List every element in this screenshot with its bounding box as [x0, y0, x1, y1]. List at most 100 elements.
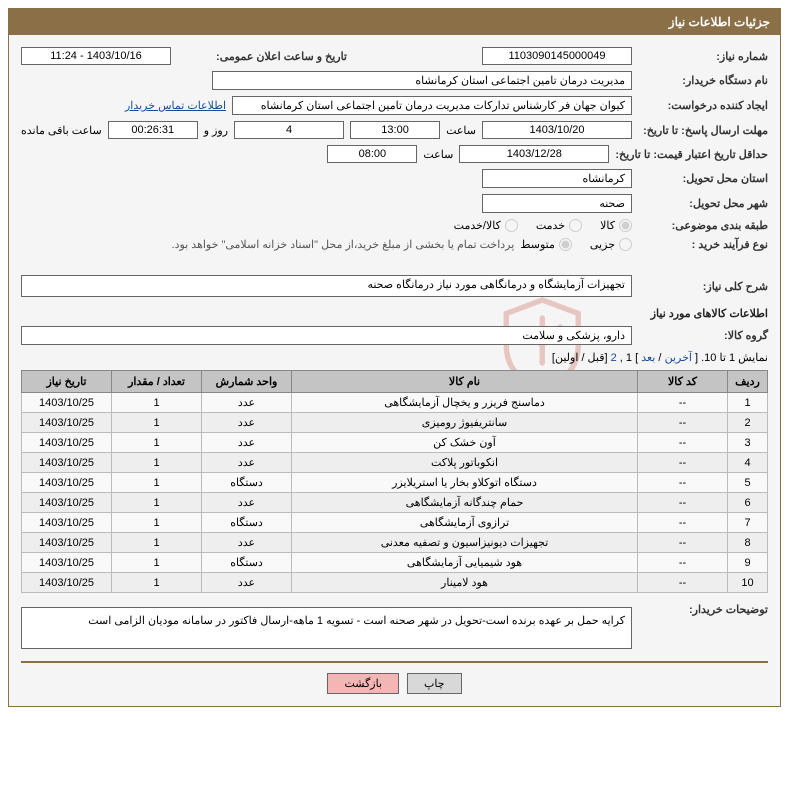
table-header: تعداد / مقدار [112, 371, 202, 393]
validity-hour: 08:00 [327, 145, 417, 163]
row-deadline: مهلت ارسال پاسخ: تا تاریخ: 1403/10/20 سا… [21, 121, 768, 139]
table-cell: 1 [112, 493, 202, 513]
table-row: 9--هود شیمیایی آزمایشگاهیدستگاه11403/10/… [22, 553, 768, 573]
details-panel: جزئیات اطلاعات نیاز AriaTender.net شماره… [8, 8, 781, 707]
table-header: ردیف [728, 371, 768, 393]
category-option[interactable]: خدمت [536, 219, 582, 232]
deadline-label: مهلت ارسال پاسخ: تا تاریخ: [638, 124, 768, 137]
row-city: شهر محل تحویل: صحنه [21, 194, 768, 213]
table-cell: 5 [728, 473, 768, 493]
city-value: صحنه [482, 194, 632, 213]
table-cell: دستگاه [202, 553, 292, 573]
table-cell: 8 [728, 533, 768, 553]
table-cell: -- [638, 433, 728, 453]
table-cell: -- [638, 533, 728, 553]
table-cell: 1403/10/25 [22, 473, 112, 493]
print-button[interactable]: چاپ [407, 673, 462, 694]
table-header: نام کالا [292, 371, 638, 393]
deadline-days-label: روز و [204, 124, 228, 137]
category-radio[interactable] [619, 219, 632, 232]
deadline-remain: 00:26:31 [108, 121, 198, 139]
group-label: گروه کالا: [638, 329, 768, 342]
row-validity: حداقل تاریخ اعتبار قیمت: تا تاریخ: 1403/… [21, 145, 768, 163]
buyer-value: مدیریت درمان تامین اجتماعی استان کرمانشا… [212, 71, 632, 90]
table-cell: -- [638, 473, 728, 493]
table-cell: دستگاه اتوکلاو بخار یا استریلایزر [292, 473, 638, 493]
table-row: 3--آون خشک کنعدد11403/10/25 [22, 433, 768, 453]
row-need-number: شماره نیاز: 1103090145000049 تاریخ و ساع… [21, 47, 768, 65]
deadline-remain-label: ساعت باقی مانده [21, 124, 102, 137]
pagination-last[interactable]: آخرین [665, 352, 692, 364]
table-cell: 1 [112, 553, 202, 573]
proc-type-option-label: متوسط [520, 238, 555, 251]
category-radio-group: کالا خدمت کالا/خدمت [454, 219, 632, 232]
need-number-value: 1103090145000049 [482, 47, 632, 65]
table-header: کد کالا [638, 371, 728, 393]
category-label: طبقه بندی موضوعی: [638, 219, 768, 232]
category-radio[interactable] [569, 219, 582, 232]
announce-value: 1403/10/16 - 11:24 [21, 47, 171, 65]
button-row: چاپ بازگشت [21, 661, 768, 694]
requester-label: ایجاد کننده درخواست: [638, 99, 768, 112]
buyer-desc-label: توضیحات خریدار: [638, 603, 768, 616]
table-cell: 1 [112, 533, 202, 553]
proc-type-radio[interactable] [559, 238, 572, 251]
announce-label: تاریخ و ساعت اعلان عمومی: [177, 50, 347, 63]
contact-link[interactable]: اطلاعات تماس خریدار [125, 99, 226, 112]
deadline-days: 4 [234, 121, 344, 139]
table-cell: -- [638, 493, 728, 513]
row-proc-type: نوع فرآیند خرید : جزیی متوسط پرداخت تمام … [21, 238, 768, 251]
category-option-label: کالا [600, 219, 615, 232]
back-button[interactable]: بازگشت [327, 673, 399, 694]
row-province: استان محل تحویل: کرمانشاه [21, 169, 768, 188]
validity-date: 1403/12/28 [459, 145, 609, 163]
proc-type-radio-group: جزیی متوسط [520, 238, 632, 251]
group-value: دارو، پزشکی و سلامت [21, 326, 632, 345]
table-cell: 1403/10/25 [22, 573, 112, 593]
proc-type-option-label: جزیی [590, 238, 615, 251]
table-cell: دستگاه [202, 513, 292, 533]
goods-section-title: اطلاعات کالاهای مورد نیاز [21, 307, 768, 320]
deadline-hour-label: ساعت [446, 124, 476, 137]
table-cell: 1 [112, 513, 202, 533]
buyer-desc-value: کرایه حمل بر عهده برنده است-تحویل در شهر… [21, 607, 632, 649]
table-cell: 1403/10/25 [22, 453, 112, 473]
table-row: 1--دماسنج فریزر و یخچال آزمایشگاهیعدد114… [22, 393, 768, 413]
table-cell: 1 [112, 413, 202, 433]
pagination-next[interactable]: بعد [641, 352, 655, 364]
validity-hour-label: ساعت [423, 148, 453, 161]
table-cell: 2 [728, 413, 768, 433]
table-cell: حمام چندگانه آزمایشگاهی [292, 493, 638, 513]
proc-type-option[interactable]: جزیی [590, 238, 632, 251]
table-cell: -- [638, 413, 728, 433]
table-row: 8--تجهیزات دیونیزاسیون و تصفیه معدنیعدد1… [22, 533, 768, 553]
table-cell: عدد [202, 533, 292, 553]
table-cell: 1403/10/25 [22, 513, 112, 533]
table-header: تاریخ نیاز [22, 371, 112, 393]
table-cell: 1403/10/25 [22, 413, 112, 433]
pagination-prev-first: [قبل / اولین] [552, 352, 608, 364]
table-cell: -- [638, 573, 728, 593]
row-requester: ایجاد کننده درخواست: کیوان جهان فر کارشن… [21, 96, 768, 115]
table-cell: -- [638, 513, 728, 533]
table-row: 10--هود لامینارعدد11403/10/25 [22, 573, 768, 593]
proc-type-radio[interactable] [619, 238, 632, 251]
table-header-row: ردیفکد کالانام کالاواحد شمارشتعداد / مقد… [22, 371, 768, 393]
category-option[interactable]: کالا [600, 219, 632, 232]
proc-type-label: نوع فرآیند خرید : [638, 238, 768, 251]
table-cell: 1 [112, 433, 202, 453]
table-row: 2--سانتریفیوژ رومیزیعدد11403/10/25 [22, 413, 768, 433]
table-cell: 1403/10/25 [22, 393, 112, 413]
validity-label: حداقل تاریخ اعتبار قیمت: تا تاریخ: [615, 148, 768, 161]
table-cell: آون خشک کن [292, 433, 638, 453]
table-cell: عدد [202, 393, 292, 413]
category-radio[interactable] [505, 219, 518, 232]
table-cell: ترازوی آزمایشگاهی [292, 513, 638, 533]
table-row: 6--حمام چندگانه آزمایشگاهیعدد11403/10/25 [22, 493, 768, 513]
table-cell: 1403/10/25 [22, 433, 112, 453]
proc-type-note: پرداخت تمام یا بخشی از مبلغ خرید،از محل … [172, 238, 515, 251]
table-cell: -- [638, 453, 728, 473]
category-option[interactable]: کالا/خدمت [454, 219, 518, 232]
proc-type-option[interactable]: متوسط [520, 238, 572, 251]
table-cell: هود شیمیایی آزمایشگاهی [292, 553, 638, 573]
